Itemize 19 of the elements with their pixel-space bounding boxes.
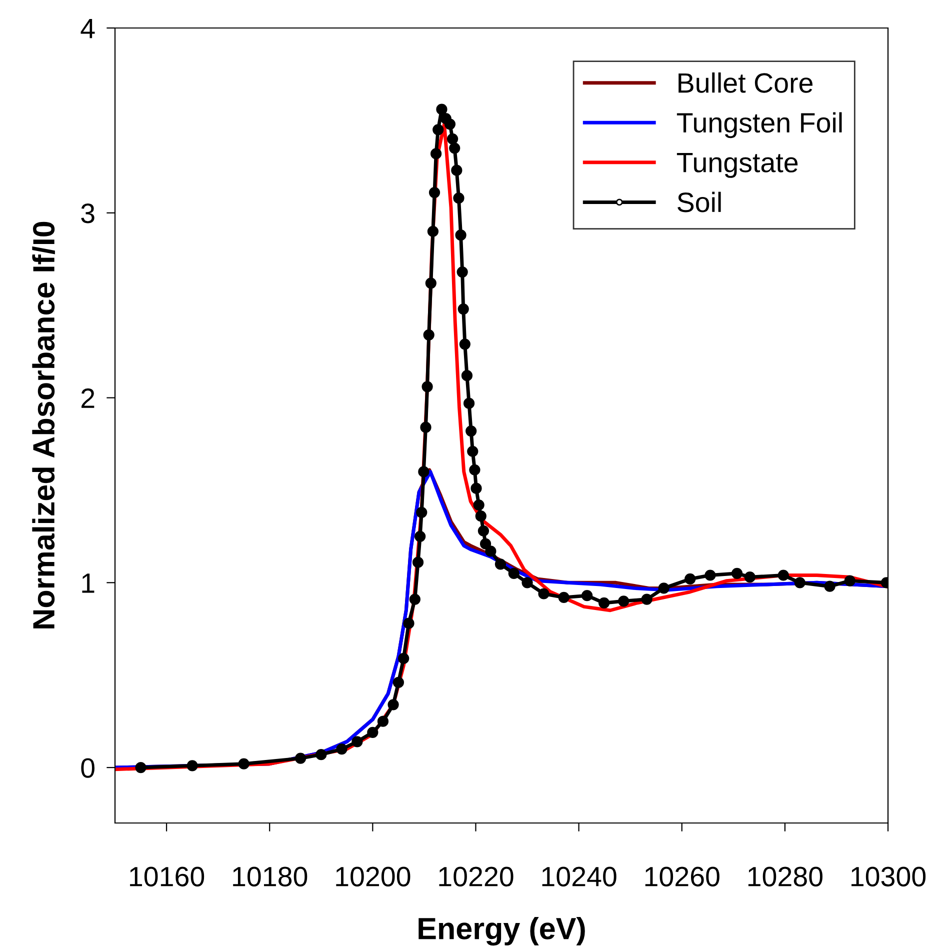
legend-label: Tungstate <box>676 153 798 178</box>
x-tick-label: 10220 <box>439 866 514 886</box>
legend-label: Bullet Core <box>678 72 812 93</box>
y-tick-label: 1 <box>82 574 94 593</box>
legend-label: Tungsten Foil <box>676 112 842 138</box>
x-tick-label: 10200 <box>336 866 410 886</box>
x-tick-label: 10160 <box>130 866 204 886</box>
x-tick-label: 10280 <box>748 866 822 886</box>
y-tick-label: 0 <box>81 758 94 778</box>
x-tick-label: 10300 <box>852 866 926 886</box>
y-axis-title: Normalized Absorbance If/I0 <box>32 222 55 628</box>
x-tick-label: 10260 <box>645 866 720 886</box>
y-tick-label: 4 <box>80 18 95 38</box>
x-tick-label: 10240 <box>542 866 616 886</box>
y-tick-label: 2 <box>82 388 94 408</box>
legend-label: Soil <box>678 192 721 212</box>
y-tick-label: 3 <box>81 204 94 224</box>
x-tick-label: 10180 <box>233 866 308 886</box>
x-axis-title: Energy (eV) <box>418 916 585 946</box>
